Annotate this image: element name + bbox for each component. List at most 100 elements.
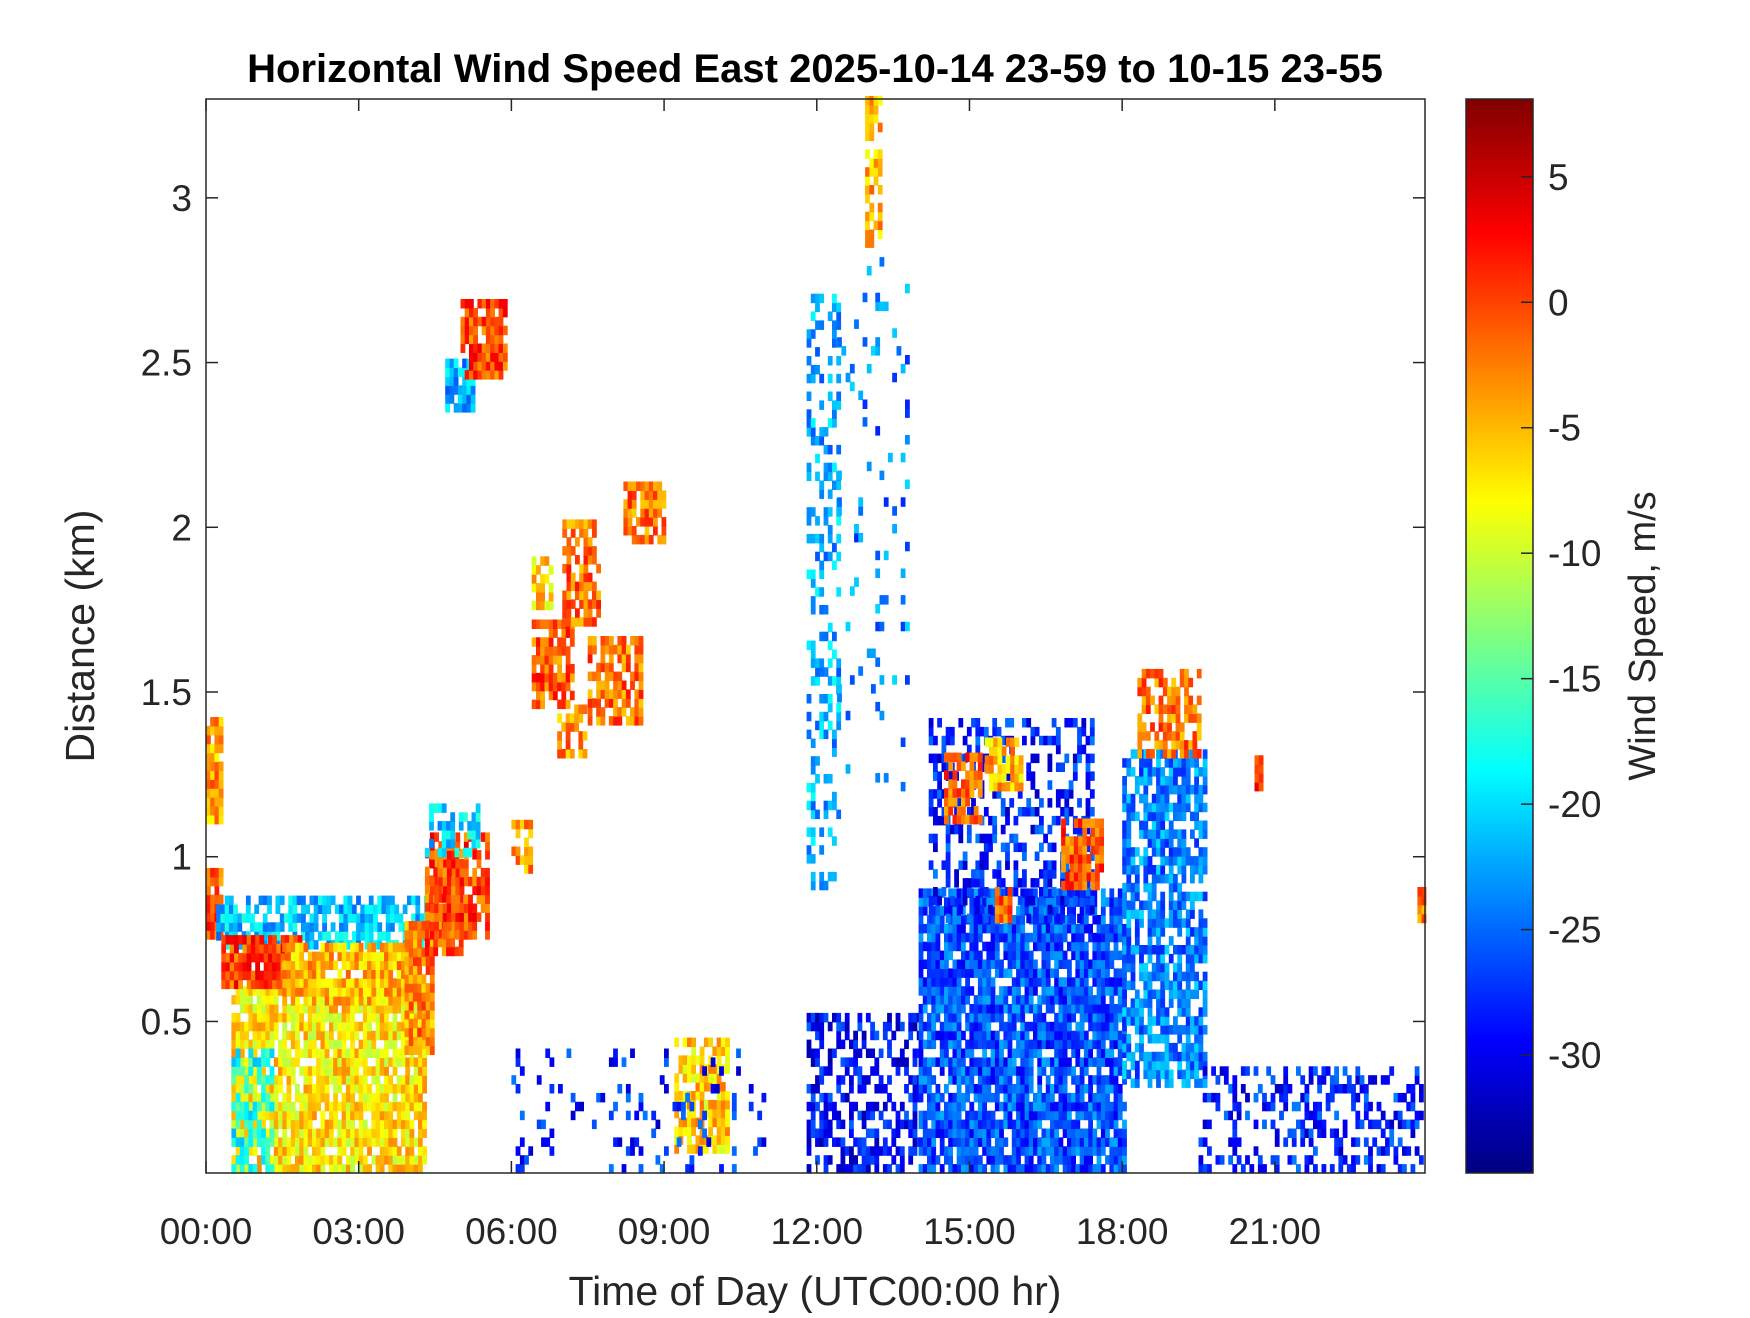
heatmap-cell <box>252 1084 258 1094</box>
heatmap-cell <box>234 935 239 945</box>
heatmap-cell <box>265 1146 271 1156</box>
heatmap-cell <box>1011 959 1017 969</box>
heatmap-cell <box>425 965 431 975</box>
heatmap-cell <box>1014 764 1020 774</box>
heatmap-cell <box>252 1075 258 1085</box>
heatmap-cell <box>433 875 439 885</box>
heatmap-cell <box>986 950 992 961</box>
heatmap-cell <box>358 1092 364 1103</box>
heatmap-cell <box>337 1128 343 1138</box>
heatmap-cell <box>931 1075 937 1085</box>
heatmap-cell <box>887 1021 892 1032</box>
heatmap-cell <box>1079 1004 1085 1014</box>
heatmap-cell <box>708 1082 713 1092</box>
heatmap-cell <box>388 969 394 979</box>
heatmap-cell <box>566 555 572 565</box>
heatmap-cell <box>716 1073 722 1083</box>
heatmap-cell <box>463 930 469 940</box>
heatmap-cell <box>481 299 487 309</box>
heatmap-cell <box>1082 880 1088 891</box>
heatmap-cell <box>545 1137 551 1147</box>
heatmap-cell <box>874 1084 880 1094</box>
heatmap-cell <box>544 664 550 674</box>
heatmap-cell <box>1033 1137 1038 1147</box>
heatmap-cell <box>1083 950 1089 961</box>
heatmap-cell <box>949 726 955 737</box>
heatmap-cell <box>326 931 332 941</box>
heatmap-cell <box>286 1084 292 1094</box>
heatmap-cell <box>1096 959 1102 969</box>
heatmap-cell <box>1092 1039 1098 1050</box>
heatmap-cell <box>922 923 928 934</box>
heatmap-cell <box>966 833 972 844</box>
heatmap-cell <box>1054 941 1059 952</box>
heatmap-cell <box>1013 842 1019 853</box>
heatmap-cell <box>1067 1110 1072 1121</box>
heatmap-cell <box>977 995 983 1005</box>
heatmap-cell <box>857 1146 863 1156</box>
heatmap-cell <box>252 1119 258 1130</box>
heatmap-cell <box>498 343 504 353</box>
heatmap-cell <box>1122 865 1127 875</box>
heatmap-cell <box>320 1021 326 1032</box>
heatmap-cell <box>862 399 868 409</box>
heatmap-cell <box>354 1030 360 1041</box>
heatmap-cell <box>1007 1164 1013 1174</box>
heatmap-cell <box>931 1101 937 1112</box>
heatmap-cell <box>379 1084 385 1094</box>
heatmap-cell <box>552 655 558 665</box>
heatmap-cell <box>806 1101 812 1112</box>
heatmap-cell <box>1122 1042 1127 1053</box>
heatmap-cell <box>312 1155 317 1165</box>
heatmap-cell <box>1105 1084 1110 1094</box>
heatmap-cell <box>832 1101 837 1112</box>
heatmap-cell <box>1062 1075 1068 1085</box>
heatmap-cell <box>939 968 945 978</box>
heatmap-cell <box>413 1164 419 1174</box>
heatmap-cell <box>977 1119 983 1130</box>
heatmap-cell <box>329 1119 334 1130</box>
heatmap-cell <box>305 904 310 914</box>
heatmap-cell <box>358 1057 364 1067</box>
heatmap-cell <box>1117 1110 1123 1121</box>
heatmap-cell <box>922 1110 928 1121</box>
heatmap-cell <box>261 1039 266 1050</box>
heatmap-cell <box>401 1075 406 1085</box>
heatmap-cell <box>417 947 422 958</box>
heatmap-cell <box>255 952 260 963</box>
heatmap-cell <box>316 978 322 988</box>
heatmap-cell <box>944 977 949 987</box>
heatmap-cell <box>1062 1155 1068 1165</box>
heatmap-cell <box>295 1128 300 1138</box>
heatmap-cell <box>218 806 224 816</box>
heatmap-cell <box>238 970 243 981</box>
heatmap-cell <box>819 711 825 722</box>
heatmap-cell <box>879 710 885 721</box>
heatmap-cell <box>375 1155 381 1165</box>
heatmap-cell <box>561 637 567 647</box>
heatmap-cell <box>475 838 481 849</box>
heatmap-cell <box>261 1066 266 1076</box>
heatmap-cell <box>345 1164 351 1174</box>
heatmap-cell <box>273 1110 279 1121</box>
heatmap-cell <box>368 931 374 941</box>
heatmap-cell <box>1113 1066 1119 1076</box>
heatmap-cell <box>1062 977 1068 987</box>
heatmap-cell <box>993 746 998 756</box>
heatmap-cell <box>449 376 455 386</box>
heatmap-cell <box>716 1135 722 1145</box>
heatmap-cell <box>221 961 227 972</box>
heatmap-cell <box>269 1101 275 1112</box>
heatmap-cell <box>469 343 474 353</box>
heatmap-cell <box>939 923 945 934</box>
heatmap-cell <box>935 1128 941 1138</box>
heatmap-cell <box>836 667 842 677</box>
heatmap-cell <box>565 749 571 759</box>
heatmap-cell <box>810 293 816 304</box>
heatmap-cell <box>295 1146 300 1156</box>
heatmap-cell <box>218 894 224 905</box>
heatmap-cell <box>1028 968 1034 978</box>
heatmap-cell <box>415 904 421 914</box>
heatmap-cell <box>265 1128 271 1138</box>
heatmap-cell <box>248 1039 254 1050</box>
